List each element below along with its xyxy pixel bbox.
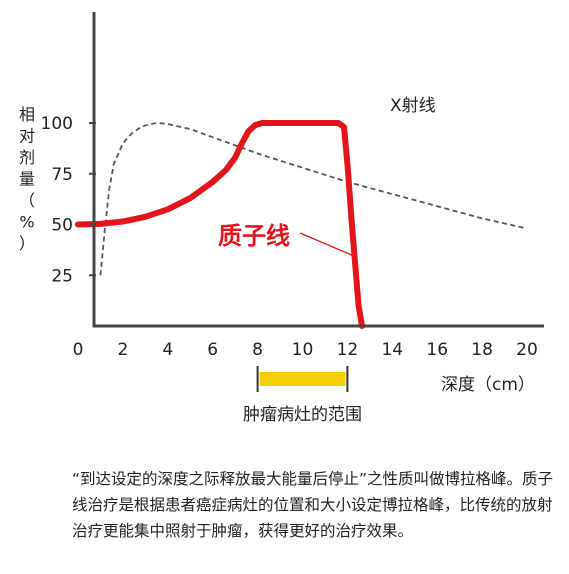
tumor-range-label: 肿瘤病灶的范围 (243, 405, 362, 425)
axes (92, 12, 544, 328)
caption-text: “到达设定的深度之际释放最大能量后停止”之性质叫做博拉格峰。质子线治疗是根据患者… (72, 470, 554, 540)
proton-label-leader-line (299, 232, 355, 257)
xray-dose-curve (99, 122, 528, 276)
x-tick-label: 12 (337, 340, 359, 360)
x-tick-label: 18 (471, 340, 493, 360)
x-tick-label: 10 (292, 340, 314, 360)
bragg-peak-chart: 0 2 4 6 8 10 12 14 16 18 20 25 50 75 100 相对剂量（%） 深度（c… (19, 12, 544, 425)
x-tick-label: 2 (117, 340, 128, 360)
x-tick-labels: 0 2 4 6 8 10 12 14 16 18 20 (73, 340, 538, 360)
y-tick-label: 100 (41, 114, 73, 134)
proton-dose-curve (75, 120, 365, 329)
y-tick-label: 50 (51, 216, 73, 236)
y-tick-label: 75 (51, 165, 73, 185)
proton-series-label: 质子线 (218, 222, 290, 250)
plot-lines (75, 120, 528, 329)
xray-series-label: X射线 (390, 96, 436, 116)
x-tick-label: 8 (252, 340, 263, 360)
y-tick-labels: 25 50 75 100 (41, 114, 96, 286)
x-tick-label: 16 (426, 340, 448, 360)
x-tick-label: 4 (162, 340, 173, 360)
x-tick-label: 14 (381, 340, 403, 360)
x-axis-label: 深度（cm） (441, 375, 535, 395)
y-axis-label: 相对剂量（%） (19, 105, 35, 253)
tumor-range-bar (259, 372, 346, 386)
y-tick-label: 25 (51, 266, 73, 286)
x-tick-label: 0 (73, 340, 84, 360)
x-tick-label: 6 (207, 340, 218, 360)
x-tick-label: 20 (516, 340, 538, 360)
